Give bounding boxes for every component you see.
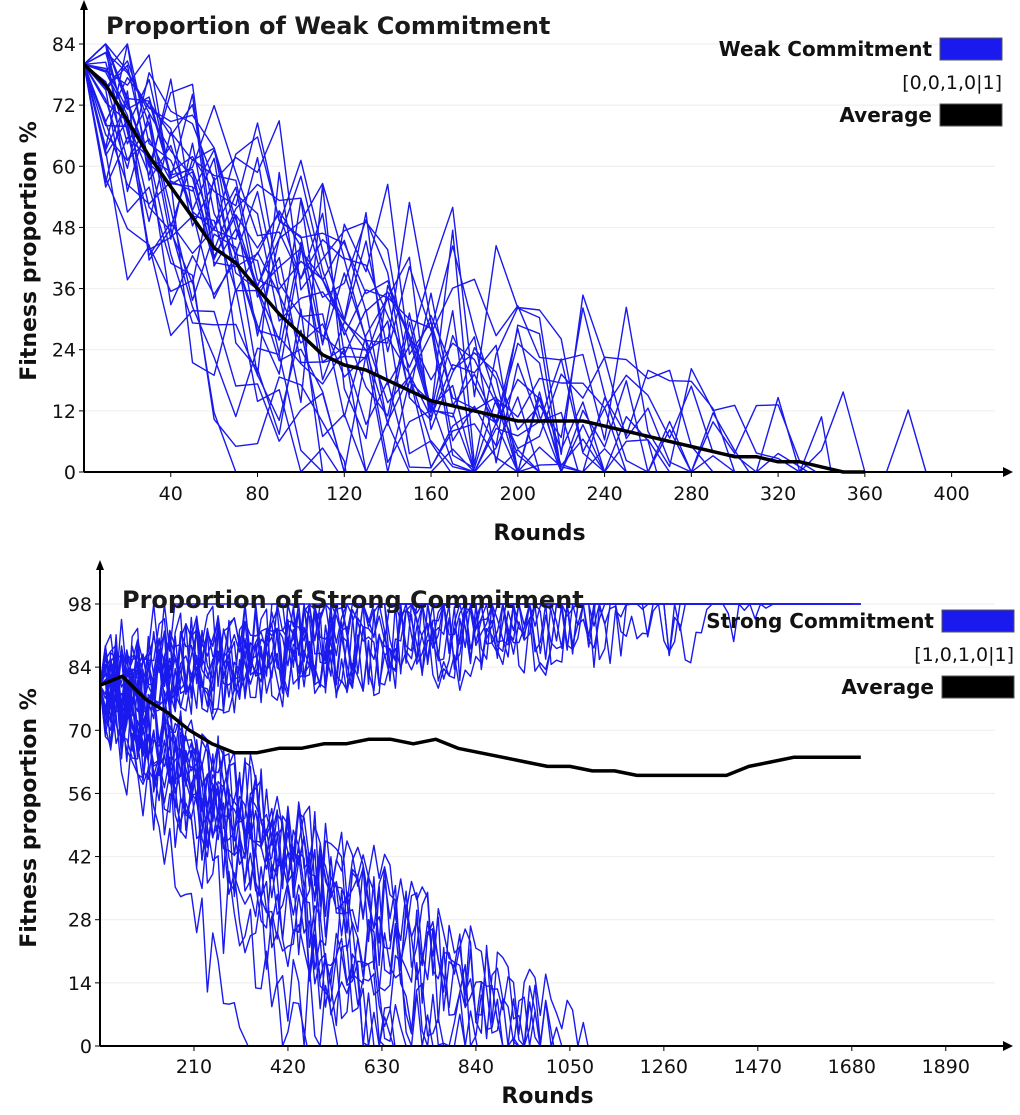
x-tick-label: 1470 [734, 1056, 782, 1078]
y-tick-label: 84 [52, 34, 76, 56]
legend-runs-label: Strong Commitment [706, 609, 934, 633]
legend-runs-label: Weak Commitment [719, 37, 933, 61]
y-axis-label: Fitness proportion % [17, 688, 42, 947]
x-tick-label: 840 [458, 1056, 494, 1078]
average-line [82, 63, 865, 474]
legend: Strong Commitment [1,0,1,0|1] Average [706, 609, 1015, 699]
y-tick-label: 72 [52, 95, 76, 117]
x-tick-label: 400 [933, 483, 969, 505]
run-line [99, 685, 308, 1047]
y-tick-label: 24 [52, 340, 76, 362]
run-line [99, 603, 756, 723]
chart-title: Proportion of Weak Commitment [106, 12, 550, 40]
strong-commitment-chart: 210 420 630 840 1050 1260 1470 1680 1890 0 14 28 42 5… [17, 560, 1015, 1109]
x-tick-label: 40 [159, 483, 183, 505]
y-tick-label: 56 [68, 783, 92, 805]
x-axis-label: Rounds [493, 521, 585, 546]
run-line [99, 685, 396, 1047]
run-line [83, 63, 589, 473]
run-line [83, 63, 347, 473]
x-tick-label: 630 [364, 1056, 400, 1078]
x-axis-label: Rounds [501, 1084, 593, 1109]
run-line [99, 663, 382, 1047]
y-tick-label: 84 [68, 657, 92, 679]
chart-title: Proportion of Strong Commitment [122, 586, 584, 614]
y-tick-label: 0 [80, 1036, 92, 1058]
y-tick-label: 60 [52, 156, 76, 178]
run-line [83, 64, 566, 473]
y-tick-label: 36 [52, 279, 76, 301]
y-tick-label: 14 [68, 973, 92, 995]
run-line [99, 603, 853, 726]
legend-code: [1,0,1,0|1] [914, 644, 1014, 666]
legend-runs-swatch [939, 37, 1003, 61]
x-tick-label: 240 [586, 483, 622, 505]
y-tick-label: 12 [52, 401, 76, 423]
x-tick-label: 80 [245, 483, 269, 505]
run-line [99, 677, 249, 1047]
x-tick-label: 210 [176, 1056, 212, 1078]
y-tick-label: 0 [64, 462, 76, 484]
y-axis-arrow-icon [80, 0, 88, 10]
x-axis-arrow-icon [1003, 467, 1013, 477]
run-line [83, 61, 601, 473]
legend-average-label: Average [841, 675, 934, 699]
y-tick-label: 70 [68, 720, 92, 742]
run-line [83, 43, 797, 473]
run-line [83, 51, 817, 473]
legend-average-swatch [939, 103, 1003, 127]
x-tick-label: 160 [413, 483, 449, 505]
y-axis-label: Fitness proportion % [17, 121, 42, 380]
x-tick-label: 120 [326, 483, 362, 505]
run-line [83, 64, 352, 473]
x-tick-label: 1260 [640, 1056, 688, 1078]
average-line [99, 674, 861, 778]
run-line [99, 645, 478, 1047]
legend-runs-swatch [941, 609, 1015, 633]
run-line [83, 64, 927, 473]
x-tick-label: 360 [847, 483, 883, 505]
run-line [83, 43, 595, 473]
run-line [99, 654, 541, 1047]
run-line [83, 64, 755, 473]
x-tick-label: 1050 [546, 1056, 594, 1078]
x-axis-arrow-icon [1003, 1041, 1013, 1051]
run-line [83, 43, 618, 473]
run-line [83, 64, 510, 473]
run-line [83, 64, 361, 473]
x-tick-label: 420 [270, 1056, 306, 1078]
run-line [83, 43, 659, 473]
legend-average-swatch [941, 675, 1015, 699]
weak-commitment-chart: 40 80 120 160 200 240 280 320 360 400 0 12 24 36 48 60 7… [17, 0, 1013, 546]
legend: Weak Commitment [0,0,1,0|1] Average [719, 37, 1003, 127]
y-tick-label: 28 [68, 910, 92, 932]
x-tick-label: 320 [760, 483, 796, 505]
legend-average-label: Average [839, 103, 932, 127]
y-tick-label: 48 [52, 217, 76, 239]
y-tick-label: 98 [68, 594, 92, 616]
x-tick-label: 280 [673, 483, 709, 505]
x-tick-label: 200 [500, 483, 536, 505]
x-tick-label: 1680 [828, 1056, 876, 1078]
legend-code: [0,0,1,0|1] [902, 72, 1002, 94]
y-tick-label: 42 [68, 847, 92, 869]
x-tick-label: 1890 [922, 1056, 970, 1078]
run-line [83, 43, 728, 473]
y-axis-arrow-icon [96, 560, 104, 570]
